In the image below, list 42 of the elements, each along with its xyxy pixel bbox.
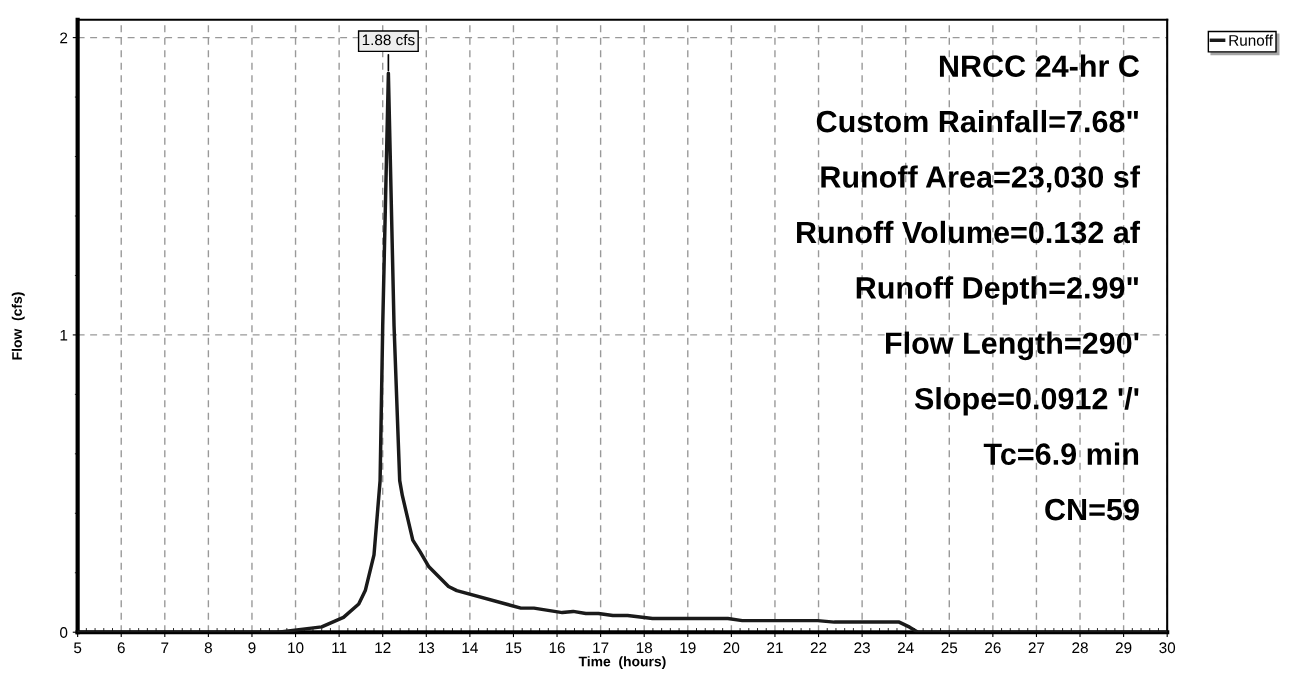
- x-tick-label: 26: [985, 642, 1001, 654]
- legend-label: Runoff: [1229, 34, 1273, 46]
- x-tick-label: 9: [248, 642, 256, 654]
- x-tick-label: 28: [1072, 642, 1088, 654]
- x-axis-title: Time (hours): [578, 656, 666, 670]
- x-tick-label: 18: [636, 642, 653, 654]
- x-tick-label: 8: [204, 642, 212, 654]
- x-tick-label: 12: [375, 642, 391, 654]
- x-tick-label: 24: [897, 642, 914, 654]
- x-tick-label: 23: [854, 642, 870, 654]
- x-tick-label: 6: [117, 642, 125, 654]
- annotation: Slope=0.0912 '/': [914, 387, 1139, 416]
- x-tick-label: 15: [506, 642, 522, 654]
- annotation: Runoff Area=23,030 sf: [821, 165, 1141, 193]
- x-tick-label: 13: [418, 642, 435, 654]
- x-tick-label: 7: [161, 642, 169, 654]
- y-tick-label: 2: [60, 32, 68, 44]
- x-tick-label: 16: [549, 642, 565, 654]
- y-axis-title: Flow (cfs): [11, 292, 25, 360]
- annotation: 1.88 cfs: [362, 34, 415, 46]
- x-tick-label: 11: [332, 642, 347, 654]
- annotation: CN=59: [1045, 498, 1139, 521]
- x-tick-label: 22: [810, 642, 827, 654]
- annotation: Tc=6.9 min: [983, 442, 1139, 465]
- y-tick-label: 1: [60, 329, 68, 341]
- annotation: Runoff Volume=0.132 af: [797, 220, 1141, 244]
- x-tick-label: 5: [74, 642, 82, 654]
- annotation: NRCC 24-hr C: [939, 54, 1140, 77]
- x-tick-label: 20: [723, 642, 740, 654]
- x-tick-label: 30: [1159, 642, 1176, 654]
- x-tick-label: 19: [680, 642, 696, 654]
- annotation: Custom Rainfall=7.68": [816, 109, 1138, 133]
- x-tick-label: 21: [767, 642, 783, 654]
- annotation: Runoff Depth=2.99": [856, 276, 1138, 305]
- x-tick-label: 27: [1028, 642, 1045, 654]
- x-tick-label: 10: [288, 642, 304, 654]
- x-tick-label: 17: [593, 642, 609, 654]
- x-tick-label: 29: [1115, 642, 1132, 654]
- y-tick-label: 0: [60, 627, 68, 638]
- annotation: Flow Length=290': [886, 331, 1139, 361]
- x-tick-label: 25: [941, 642, 958, 654]
- x-tick-label: 14: [462, 642, 478, 654]
